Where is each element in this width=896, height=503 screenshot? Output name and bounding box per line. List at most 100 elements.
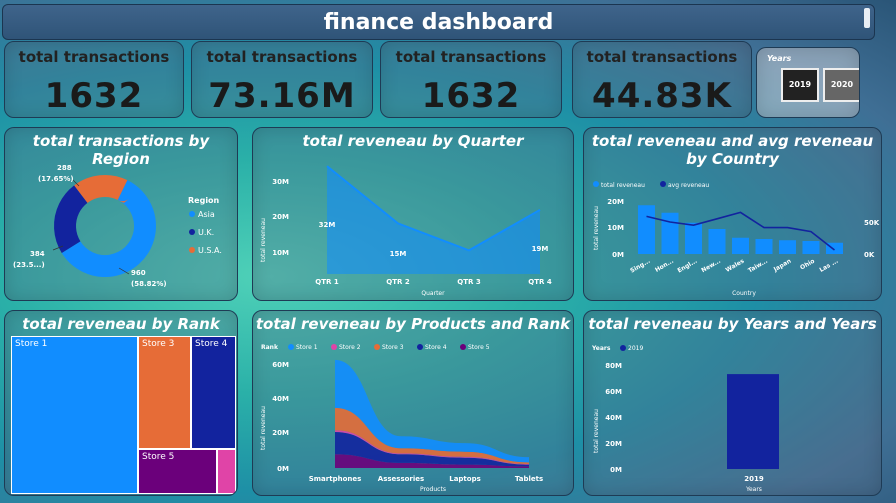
country-xtick: New... <box>700 258 722 275</box>
country-xlabel: Country <box>732 290 756 297</box>
products-area-store-1 <box>335 359 529 463</box>
country-ytick-right: 0K <box>864 251 875 259</box>
country-xtick: Hon... <box>654 258 675 274</box>
years-ylabel: total reveneau <box>593 409 600 453</box>
country-bar <box>732 237 749 254</box>
legend-dot-asia <box>189 211 195 217</box>
quarter-ylabel: total reveneau <box>260 218 267 262</box>
quarter-xtick: QTR 1 <box>315 278 339 286</box>
products-legend-item: Store 2 <box>339 344 361 351</box>
region-chart-panel: total transactions by Region 288 (17.65%… <box>4 127 238 301</box>
country-bar <box>779 240 796 254</box>
quarter-chart-panel: total reveneau by Quarter total reveneau… <box>252 127 574 301</box>
years-slicer: Years 2019 2020 <box>756 47 860 118</box>
quarter-xlabel: Quarter <box>421 290 445 297</box>
rank-chart-title: total reveneau by Rank <box>22 315 220 333</box>
treemap-store-5[interactable]: Store 5 <box>138 449 217 494</box>
quarter-area-chart: total reveneau 30M 20M 10M 32M 15M 19M Q… <box>260 165 552 297</box>
years-ytick: 0M <box>610 466 622 474</box>
legend-dot-usa <box>189 247 195 253</box>
years-xlabel: Years <box>745 486 762 493</box>
country-chart-panel: total reveneau and avg reveneau by Count… <box>583 127 882 301</box>
treemap-label: Store 3 <box>142 339 175 349</box>
products-ytick: 0M <box>277 465 289 473</box>
usa-pct-label: (17.65%) <box>38 175 74 183</box>
products-xtick: Smartphones <box>309 475 362 483</box>
products-legend-item: Store 3 <box>382 344 404 351</box>
kpi-card-1: total transactions 1632 <box>4 41 184 118</box>
treemap-store-3[interactable]: Store 3 <box>138 336 191 449</box>
years-ytick: 20M <box>605 440 622 448</box>
kpi-card-4: total transactions 44.83K <box>572 41 752 118</box>
quarter-data-label: 15M <box>390 250 407 258</box>
years-bar-2019 <box>727 374 779 469</box>
country-ylabel: total reveneau <box>593 206 600 250</box>
years-legend-2019: 2019 <box>628 345 643 352</box>
products-area-store-3 <box>335 407 529 465</box>
quarter-ytick: 20M <box>272 213 289 221</box>
legend-usa: U.S.A. <box>198 246 222 255</box>
country-bar <box>755 239 773 254</box>
treemap-store-4[interactable]: Store 4 <box>191 336 236 449</box>
legend-dot-uk <box>189 229 195 235</box>
country-bar <box>661 212 679 254</box>
products-xtick: Assessories <box>378 475 424 483</box>
kpi-value: 1632 <box>44 76 144 116</box>
kpi-label: total transactions <box>18 48 170 66</box>
products-ytick: 20M <box>272 429 289 437</box>
products-ytick: 40M <box>272 395 289 403</box>
products-legend-item: Store 5 <box>468 344 490 351</box>
country-ytick-left: 20M <box>607 198 624 206</box>
quarter-xtick: QTR 4 <box>528 278 552 286</box>
country-bar <box>685 222 702 254</box>
years-xtick-2019: 2019 <box>744 475 764 483</box>
products-ytick: 60M <box>272 361 289 369</box>
quarter-xtick: QTR 2 <box>386 278 410 286</box>
country-legend-avg: avg reveneau <box>668 182 709 189</box>
treemap-label: Store 1 <box>15 339 48 349</box>
legend-asia: Asia <box>198 210 215 219</box>
scrollbar-thumb[interactable] <box>864 8 870 28</box>
years-bar-chart: Years 2019 total reveneau 80M 60M 40M 20M 0M… <box>591 345 779 493</box>
year-button-2020[interactable]: 2020 <box>823 68 859 102</box>
treemap-store-2[interactable] <box>217 449 236 494</box>
asia-pct-label: (58.82%) <box>131 280 167 288</box>
years-ytick: 40M <box>605 414 622 422</box>
country-chart-title: total reveneau and avg reveneau by Count… <box>591 132 874 168</box>
donut-slice-usa <box>54 175 156 277</box>
kpi-value: 44.83K <box>592 76 732 116</box>
quarter-area <box>327 166 540 274</box>
legend-dot-total <box>593 181 599 187</box>
products-xtick: Laptops <box>449 475 481 483</box>
country-bar <box>638 205 655 254</box>
quarter-ytick: 30M <box>272 178 289 186</box>
usa-value-label: 288 <box>57 164 72 172</box>
products-legend-item: Store 1 <box>296 344 318 351</box>
products-area-chart: Rank Store 1 Store 2 Store 3 Store 4 Store 5… <box>260 344 543 493</box>
country-xtick: Engl... <box>676 258 698 275</box>
region-donut-chart: 288 (17.65%) 384 (23.5...) 960 (58.82%) … <box>13 164 222 288</box>
region-legend-title: Region <box>188 196 220 205</box>
country-ytick-left: 0M <box>612 251 624 259</box>
asia-value-label: 960 <box>131 269 146 277</box>
treemap-store-1[interactable]: Store 1 <box>11 336 138 494</box>
years-slicer-label: Years <box>767 54 792 63</box>
treemap-label: Store 4 <box>195 339 228 349</box>
country-bar <box>826 242 843 254</box>
treemap-label: Store 5 <box>142 452 175 462</box>
country-bar <box>708 229 726 254</box>
quarter-data-label: 19M <box>532 245 549 253</box>
products-area-store-5 <box>335 454 529 468</box>
products-legend-dot <box>460 344 466 350</box>
products-area-store-4 <box>335 431 529 467</box>
years-chart-title: total reveneau by Years and Years <box>588 315 877 333</box>
products-chart-title: total reveneau by Products and Rank <box>255 315 571 333</box>
country-xtick: Wales <box>725 257 746 273</box>
years-legend-title: Years <box>591 345 611 352</box>
country-legend-total: total reveneau <box>601 182 645 189</box>
products-legend-dot <box>374 344 380 350</box>
quarter-chart-title: total reveneau by Quarter <box>302 132 524 150</box>
year-button-2019[interactable]: 2019 <box>781 68 819 102</box>
country-bar <box>802 241 820 254</box>
uk-pct-label: (23.5...) <box>13 261 45 269</box>
